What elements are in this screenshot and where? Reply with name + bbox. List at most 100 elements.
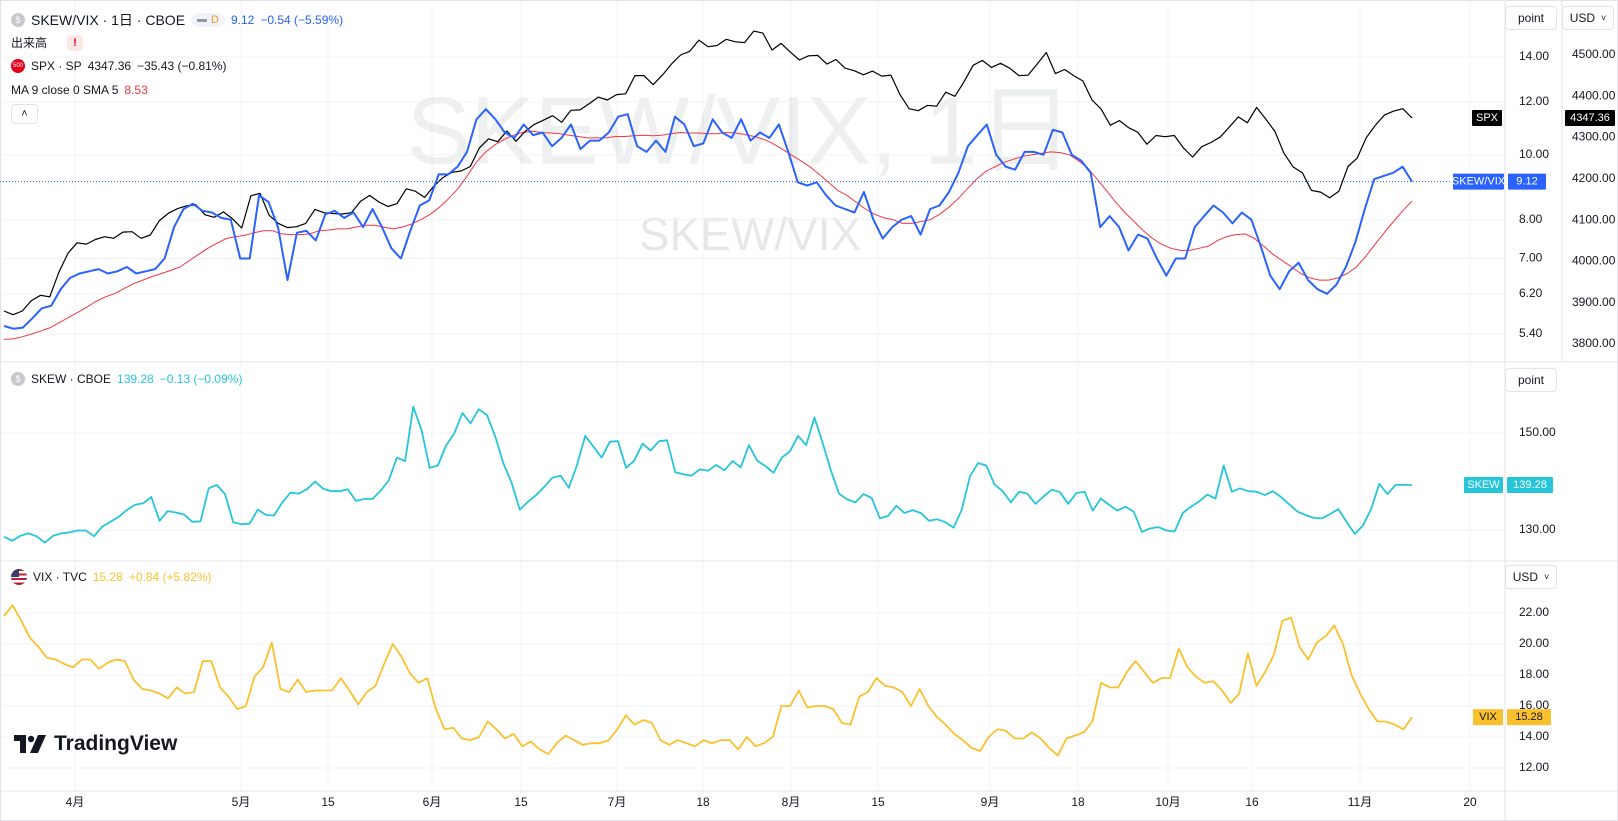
x-tick-label: 16 bbox=[1245, 795, 1259, 809]
interval-label: D bbox=[211, 14, 219, 26]
y-tick-label-right: 4100.00 bbox=[1572, 212, 1616, 226]
currency-select-vix[interactable]: USD ˅ bbox=[1505, 565, 1557, 589]
y-tick-label-right: 3900.00 bbox=[1572, 295, 1616, 309]
dollar-icon: $ bbox=[11, 372, 25, 386]
logo-text: TradingView bbox=[54, 732, 178, 755]
series-name-tag-vix-bg bbox=[1473, 709, 1503, 726]
skew-change: −0.13 (−0.09%) bbox=[159, 372, 243, 386]
y-tick-label-right: 4300.00 bbox=[1572, 130, 1616, 144]
x-tick-label: 20 bbox=[1463, 795, 1477, 809]
y-tick-label-left: 14.00 bbox=[1519, 49, 1549, 63]
ma-value: 8.53 bbox=[124, 83, 148, 97]
legend-skew: $ SKEW · CBOE 139.28 −0.13 (−0.09%) bbox=[11, 372, 242, 386]
last-value-tag-vix: 15.28 bbox=[1515, 711, 1543, 723]
y-tick-label-right: 4200.00 bbox=[1572, 171, 1616, 185]
tradingview-logo[interactable]: TradingView bbox=[14, 732, 177, 756]
spx-change: −35.43 (−0.81%) bbox=[137, 59, 227, 73]
series-line-skew bbox=[3, 405, 1413, 544]
x-tick-label: 15 bbox=[871, 795, 885, 809]
last-value-tag-skewvix: 9.12 bbox=[1516, 176, 1537, 188]
series-name-tag-skewvix: SKEW/VIX bbox=[1452, 176, 1506, 188]
y-tick-label-right: 4400.00 bbox=[1572, 88, 1616, 102]
last-value-tag-spx-bg bbox=[1565, 110, 1615, 126]
legend-volume: 出来高 ! bbox=[11, 34, 84, 51]
x-tick-label: 11月 bbox=[1348, 795, 1372, 809]
minus-icon bbox=[197, 18, 208, 22]
currency-label: USD bbox=[1569, 11, 1596, 25]
skew-symbol[interactable]: SKEW · CBOE bbox=[31, 372, 112, 386]
series-name-tag-skewvix-bg bbox=[1453, 173, 1504, 190]
x-tick-label: 9月 bbox=[981, 795, 1000, 809]
y-tick-label-left: 6.20 bbox=[1519, 286, 1543, 300]
x-tick-label: 7月 bbox=[608, 795, 627, 809]
y-tick-label-left: 10.00 bbox=[1519, 147, 1549, 161]
skew-value: 139.28 bbox=[117, 372, 154, 386]
y-tick-label-left: 12.00 bbox=[1519, 94, 1549, 108]
series-line-skewvix bbox=[3, 108, 1413, 330]
x-tick-label: 6月 bbox=[423, 795, 442, 809]
currency-label: USD bbox=[1512, 570, 1539, 584]
x-tick-label: 18 bbox=[1071, 795, 1085, 809]
x-tick-label: 15 bbox=[514, 795, 528, 809]
y-tick-label-left: 5.40 bbox=[1519, 326, 1543, 340]
x-tick-label: 10月 bbox=[1155, 795, 1180, 809]
chevron-up-icon: ˄ bbox=[21, 108, 28, 120]
series-name-tag-spx: SPX bbox=[1476, 112, 1499, 124]
last-value-tag-skew: 139.28 bbox=[1513, 479, 1547, 491]
x-tick-label: 4月 bbox=[66, 795, 85, 809]
series-name-tag-skew: SKEW bbox=[1467, 479, 1500, 491]
legend-value: 9.12 bbox=[230, 13, 255, 27]
x-tick-label: 18 bbox=[696, 795, 710, 809]
y-tick-label-right: 3800.00 bbox=[1572, 336, 1616, 350]
legend-vix: VIX · TVC 15.28 +0.84 (+5.82%) bbox=[11, 569, 212, 585]
series-name-tag-vix: VIX bbox=[1479, 711, 1497, 723]
spx-value: 4347.36 bbox=[87, 59, 132, 73]
watermark-title: SKEW/VIX, 1日 bbox=[407, 77, 1074, 184]
legend-main: $ SKEW/VIX · 1日 · CBOE D 9.12 −0.54 (−5.… bbox=[11, 10, 343, 30]
spx-symbol[interactable]: SPX · SP bbox=[31, 59, 82, 73]
series-line-spx bbox=[3, 30, 1413, 316]
x-tick-label: 8月 bbox=[782, 795, 801, 809]
legend-symbol[interactable]: SKEW/VIX · 1日 · CBOE bbox=[31, 12, 186, 28]
last-value-tag-skewvix-bg bbox=[1508, 173, 1546, 190]
y-tick-label-right: 4500.00 bbox=[1572, 47, 1616, 61]
x-tick-label: 15 bbox=[321, 795, 335, 809]
series-line-vix bbox=[3, 604, 1413, 757]
legend-spx: 500 SPX · SP 4347.36 −35.43 (−0.81%) bbox=[11, 59, 226, 73]
vix-change: +0.84 (+5.82%) bbox=[128, 570, 212, 584]
last-value-tag-skew-bg bbox=[1507, 476, 1553, 493]
interval-badge[interactable]: D bbox=[191, 13, 225, 27]
series-name-tag-spx-bg bbox=[1472, 110, 1502, 126]
y-tick-label-vix: 18.00 bbox=[1519, 667, 1549, 681]
y-tick-label-vix: 12.00 bbox=[1519, 760, 1549, 774]
y-tick-label-vix: 14.00 bbox=[1519, 729, 1549, 743]
y-tick-label-right: 4000.00 bbox=[1572, 254, 1616, 268]
legend-ma: MA 9 close 0 SMA 5 8.53 bbox=[11, 83, 148, 97]
y-tick-label-left: 7.00 bbox=[1519, 251, 1543, 265]
series-name-tag-skew-bg bbox=[1464, 476, 1503, 493]
scale-mode-button-main[interactable]: point bbox=[1505, 6, 1557, 30]
y-tick-label-skew: 130.00 bbox=[1519, 522, 1556, 536]
last-value-tag-vix-bg bbox=[1507, 709, 1551, 726]
x-tick-label: 5月 bbox=[232, 795, 251, 809]
y-tick-label-vix: 16.00 bbox=[1519, 698, 1549, 712]
volume-label[interactable]: 出来高 bbox=[11, 36, 48, 50]
scale-mode-button-skew[interactable]: point bbox=[1505, 368, 1557, 392]
chevron-down-icon: ˅ bbox=[1544, 572, 1550, 582]
vix-value: 15.28 bbox=[92, 570, 123, 584]
collapse-legend-button[interactable]: ˄ bbox=[11, 104, 38, 124]
chevron-down-icon: ˅ bbox=[1601, 13, 1607, 23]
vix-symbol[interactable]: VIX · TVC bbox=[33, 570, 87, 584]
last-value-tag-spx: 4347.36 bbox=[1570, 112, 1610, 124]
warning-icon[interactable]: ! bbox=[67, 34, 84, 51]
y-tick-label-skew: 150.00 bbox=[1519, 425, 1556, 439]
watermark-subtitle: SKEW/VIX bbox=[639, 208, 861, 260]
currency-select-main[interactable]: USD ˅ bbox=[1562, 6, 1614, 30]
dollar-icon: $ bbox=[11, 13, 25, 27]
y-tick-label-left: 8.00 bbox=[1519, 212, 1543, 226]
sp500-icon: 500 bbox=[11, 59, 25, 73]
tradingview-logo-icon bbox=[14, 735, 46, 753]
y-tick-label-vix: 20.00 bbox=[1519, 636, 1549, 650]
ma-label[interactable]: MA 9 close 0 SMA 5 bbox=[11, 83, 119, 97]
